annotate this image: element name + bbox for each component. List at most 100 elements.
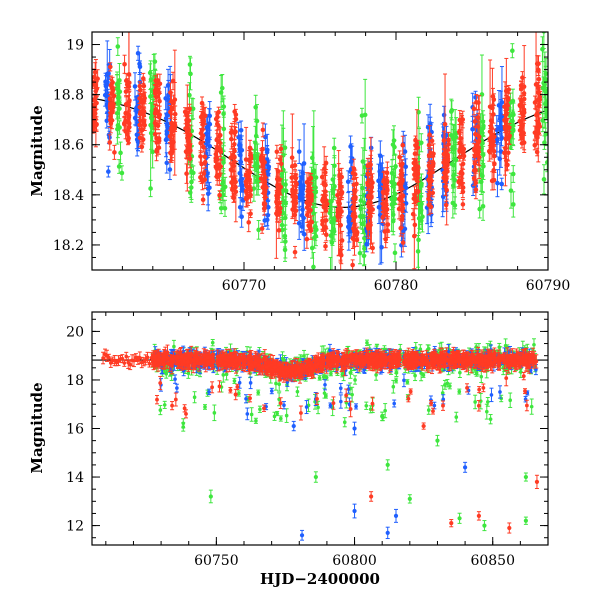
top-red-point <box>319 174 325 180</box>
top-red-point <box>335 207 341 213</box>
top-red-point <box>123 129 128 134</box>
top-red-point <box>112 150 117 155</box>
top-red-point <box>187 156 193 162</box>
top-red-point <box>276 185 282 190</box>
top-red-point <box>140 76 146 81</box>
top-red-point <box>385 188 390 193</box>
top-red-point <box>415 164 421 170</box>
top-red-point <box>292 163 298 168</box>
top-red-point <box>370 245 375 251</box>
top-red-point <box>259 226 265 231</box>
top-red-point <box>338 223 343 228</box>
top-red-point <box>369 184 374 190</box>
top-blue-point <box>207 121 213 127</box>
top-green-point <box>254 178 260 184</box>
top-red-point <box>338 191 344 196</box>
top-green-point <box>477 206 483 212</box>
top-red-point <box>246 220 252 225</box>
top-blue-point <box>133 106 139 111</box>
top-green-point <box>190 106 196 112</box>
top-red-point <box>460 202 466 207</box>
top-green-point <box>416 216 422 221</box>
top-green-point <box>332 184 337 189</box>
top-red-point <box>200 197 206 203</box>
top-red-point <box>215 145 220 150</box>
top-red-point <box>233 179 238 185</box>
top-red-point <box>441 138 447 143</box>
top-red-point <box>351 195 357 201</box>
top-blue-point <box>495 180 500 186</box>
top-red-point <box>323 189 328 194</box>
top-red-point <box>107 140 113 145</box>
top-red-point <box>277 157 283 162</box>
top-blue-point <box>239 176 245 182</box>
top-red-point <box>274 149 280 155</box>
top-green-point <box>187 62 193 67</box>
top-red-point <box>323 208 329 213</box>
top-blue-point <box>346 219 352 225</box>
top-green-point <box>189 179 194 185</box>
top-green-point <box>310 155 315 161</box>
top-red-point <box>382 229 388 234</box>
top-red-point <box>429 170 435 175</box>
top-red-point <box>184 171 189 176</box>
top-red-point <box>412 172 417 178</box>
top-blue-point <box>301 161 307 166</box>
top-blue-point <box>497 156 503 162</box>
top-red-point <box>458 135 463 141</box>
top-red-point <box>232 109 237 114</box>
top-red-point <box>491 112 496 117</box>
top-red-point <box>471 106 477 112</box>
top-blue-point <box>237 170 243 176</box>
top-red-point <box>400 240 406 245</box>
top-green-point <box>187 92 192 98</box>
top-blue-point <box>262 218 268 223</box>
top-green-point <box>253 140 258 146</box>
top-blue-point <box>238 127 244 133</box>
top-blue-point <box>300 207 305 212</box>
top-red-point <box>137 111 143 117</box>
top-red-point <box>427 132 432 137</box>
top-green-point <box>480 173 485 179</box>
top-red-point <box>323 232 329 238</box>
top-green-point <box>391 138 397 143</box>
top-green-point <box>448 109 454 114</box>
top-red-point <box>123 89 129 94</box>
top-panel-data <box>92 32 548 270</box>
top-blue-point <box>296 220 302 226</box>
top-red-point <box>168 90 173 95</box>
top-red-point <box>156 90 162 96</box>
top-green-point <box>152 74 158 79</box>
top-red-point <box>352 172 358 177</box>
top-green-point <box>453 157 459 163</box>
top-green-point <box>218 90 224 95</box>
top-blue-point <box>379 244 384 250</box>
top-green-point <box>148 122 153 128</box>
top-blue-point <box>135 50 141 56</box>
top-red-point <box>92 109 95 115</box>
top-red-point <box>305 198 311 203</box>
top-green-point <box>390 142 396 147</box>
top-green-point <box>542 140 547 145</box>
top-blue-point <box>263 134 268 140</box>
top-red-point <box>138 87 143 93</box>
top-blue-point <box>205 139 211 144</box>
top-red-point <box>443 202 449 208</box>
top-green-point <box>452 177 458 183</box>
top-green-point <box>544 109 548 114</box>
top-red-point <box>202 154 208 160</box>
top-red-point <box>476 100 481 105</box>
top-red-point <box>459 181 464 187</box>
top-green-point <box>221 126 227 132</box>
top-green-point <box>544 160 548 165</box>
top-red-point <box>384 170 390 175</box>
top-green-point <box>389 170 395 176</box>
top-green-point <box>543 131 548 137</box>
top-red-point <box>383 237 389 242</box>
top-red-point <box>141 108 146 114</box>
top-green-point <box>541 32 547 34</box>
top-red-point <box>306 209 312 214</box>
top-red-point <box>380 189 386 195</box>
top-green-point <box>330 177 336 182</box>
